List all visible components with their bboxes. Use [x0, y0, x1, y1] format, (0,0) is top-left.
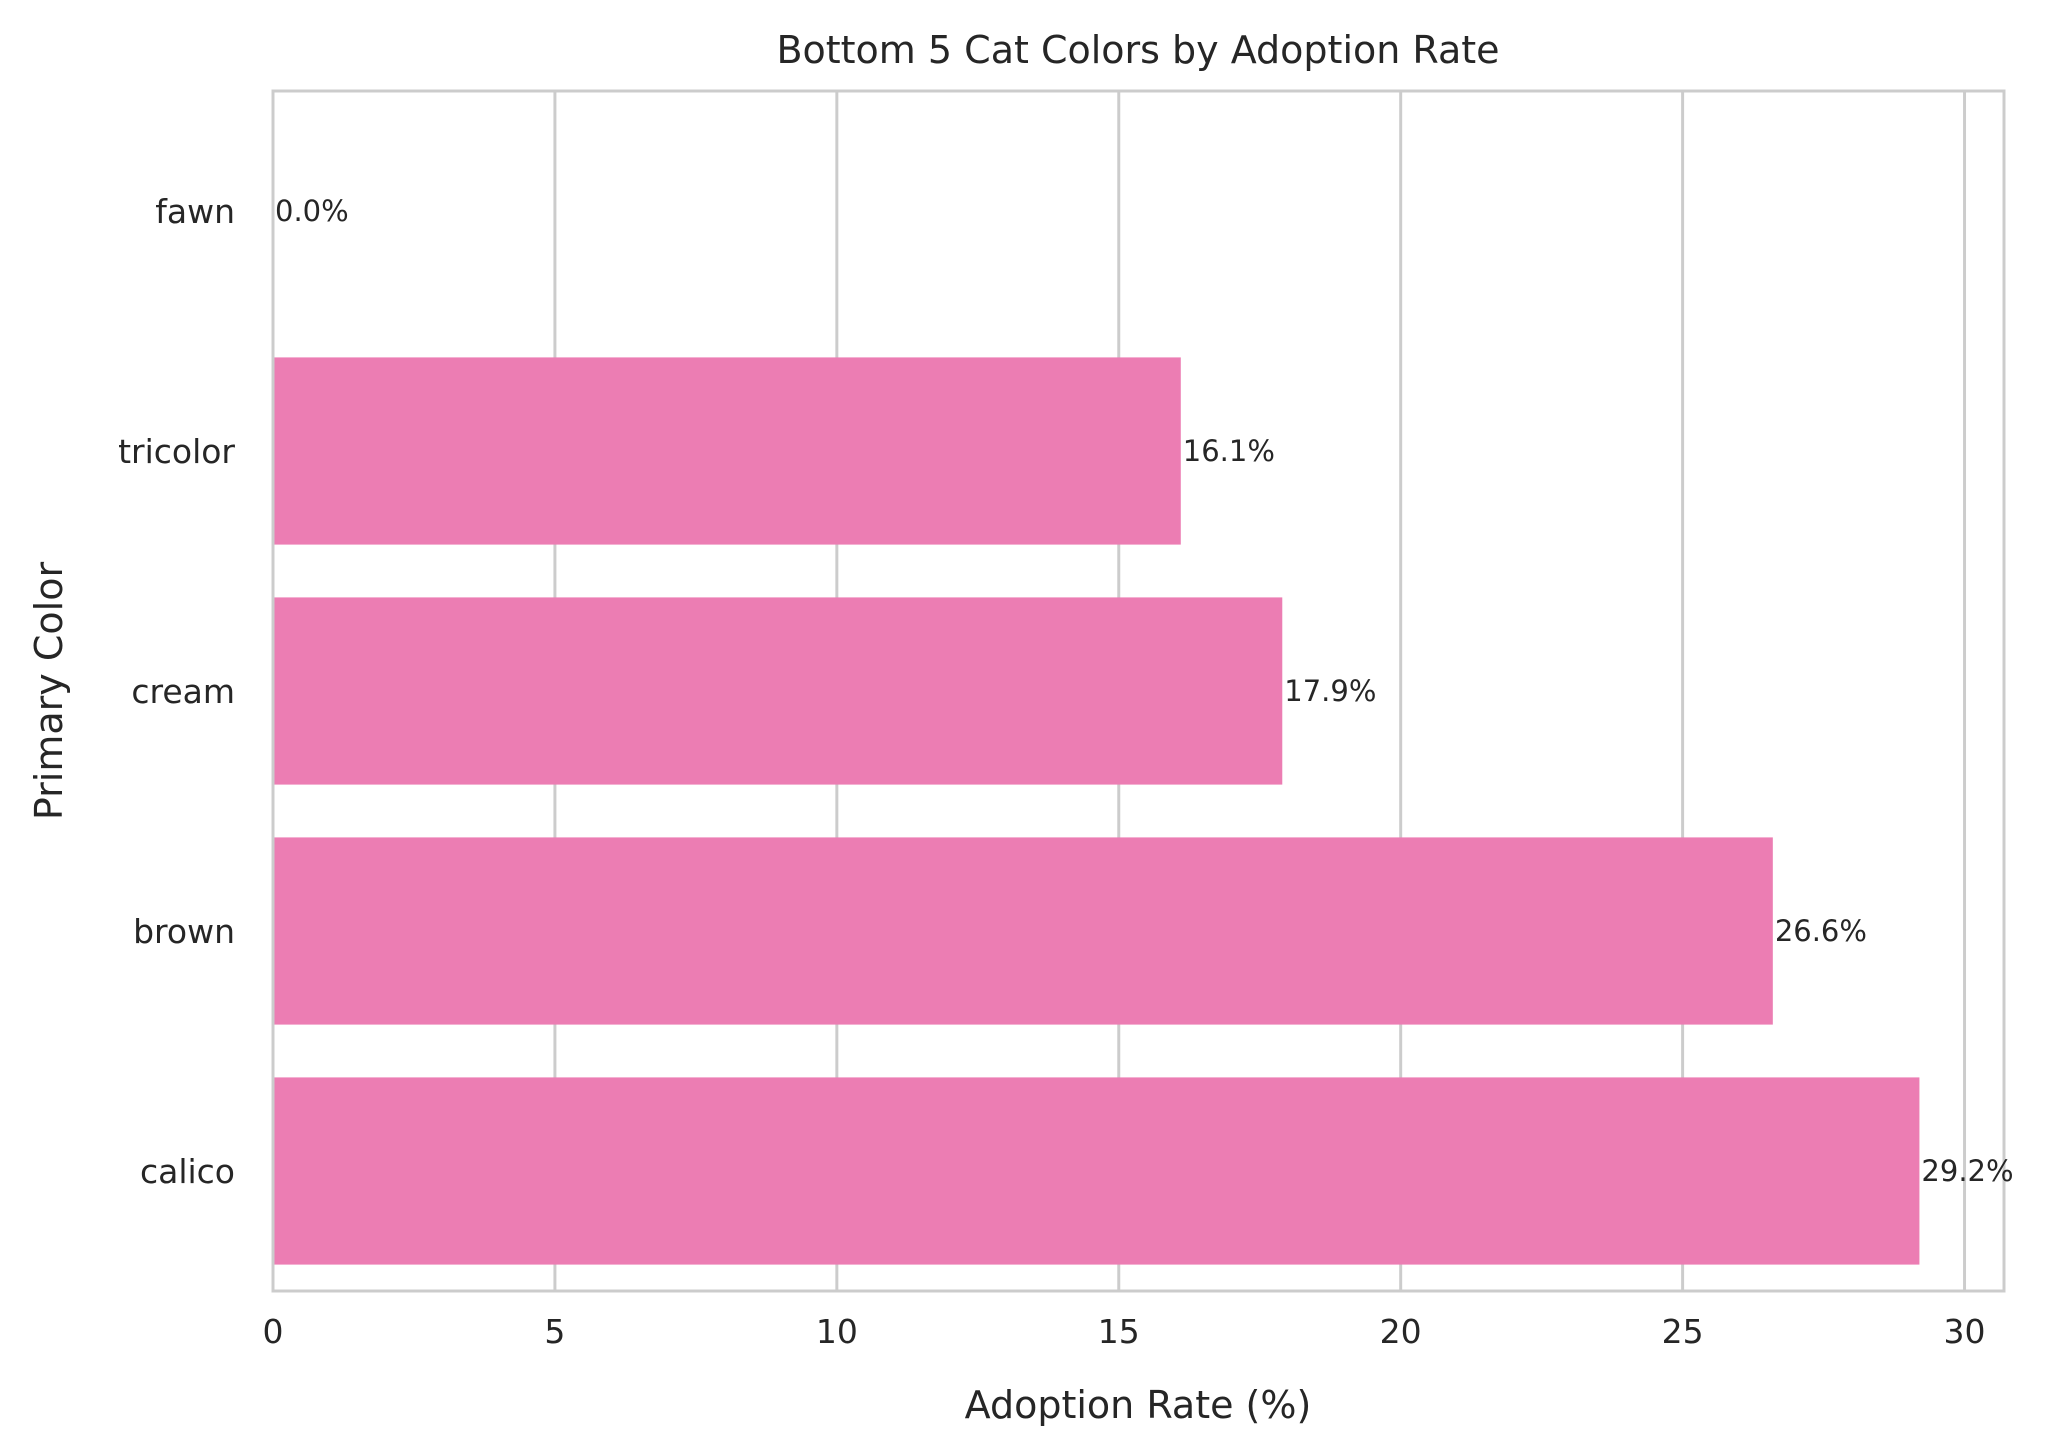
- x-tick-label: 25: [1662, 1312, 1704, 1351]
- bar-calico: [273, 1077, 1920, 1265]
- y-tick-label: fawn: [155, 192, 235, 231]
- chart-title: Bottom 5 Cat Colors by Adoption Rate: [776, 28, 1499, 72]
- x-tick-label: 15: [1098, 1312, 1140, 1351]
- y-tick-label: tricolor: [118, 432, 235, 471]
- bar-cream: [273, 597, 1283, 785]
- data-label-cream: 17.9%: [1284, 674, 1376, 708]
- x-tick-label: 0: [263, 1312, 284, 1351]
- x-tick-label: 30: [1944, 1312, 1986, 1351]
- data-label-fawn: 0.0%: [275, 194, 349, 228]
- y-tick-label: brown: [133, 912, 235, 951]
- x-tick-label: 20: [1380, 1312, 1422, 1351]
- x-tick-label: 5: [544, 1312, 565, 1351]
- plot-frame: [271, 89, 2006, 1293]
- bar-brown: [273, 837, 1773, 1025]
- y-tick-label: calico: [140, 1152, 235, 1191]
- data-label-brown: 26.6%: [1775, 914, 1867, 948]
- x-tick-labels: 0 5 10 15 20 25 30: [263, 1312, 1986, 1351]
- x-axis-label: Adoption Rate (%): [965, 1383, 1312, 1427]
- data-labels: 0.0% 16.1% 17.9% 26.6% 29.2%: [275, 194, 2014, 1188]
- x-tick-label: 10: [816, 1312, 858, 1351]
- data-label-tricolor: 16.1%: [1183, 434, 1275, 468]
- y-tick-labels: fawn tricolor cream brown calico: [118, 192, 235, 1191]
- y-axis-label: Primary Color: [27, 562, 71, 821]
- bars: [273, 357, 1920, 1265]
- y-tick-label: cream: [131, 672, 235, 711]
- bar-tricolor: [273, 357, 1181, 545]
- data-label-calico: 29.2%: [1921, 1154, 2013, 1188]
